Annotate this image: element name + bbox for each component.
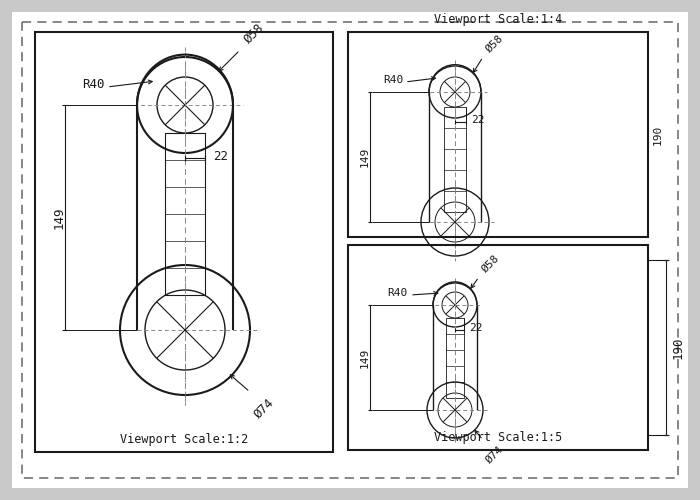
Text: Ø74: Ø74 [252, 396, 277, 421]
Text: Ø58: Ø58 [242, 21, 267, 46]
Text: 22: 22 [469, 323, 482, 333]
Bar [444, 107, 466, 212]
Text: 149: 149 [360, 348, 370, 368]
Text: R40: R40 [83, 78, 105, 92]
Text: Viewport Scale:1:4: Viewport Scale:1:4 [434, 14, 562, 26]
Text: 190: 190 [653, 124, 663, 144]
Text: 22: 22 [471, 115, 484, 125]
Bar [35, 32, 333, 452]
Text: Ø58: Ø58 [484, 32, 505, 54]
Bar [348, 245, 648, 450]
Text: 149: 149 [52, 206, 66, 229]
Text: R40: R40 [388, 288, 408, 298]
Text: Viewport Scale:1:5: Viewport Scale:1:5 [434, 432, 562, 444]
Text: 22: 22 [213, 150, 228, 162]
Text: Ø58: Ø58 [480, 252, 501, 274]
Bar [446, 318, 464, 398]
Text: 190: 190 [672, 336, 685, 359]
Text: Ø74: Ø74 [484, 444, 505, 466]
Bar [165, 133, 205, 295]
Bar [348, 32, 648, 237]
Text: R40: R40 [383, 75, 403, 85]
Text: 149: 149 [360, 147, 370, 167]
Text: Viewport Scale:1:2: Viewport Scale:1:2 [120, 434, 248, 446]
